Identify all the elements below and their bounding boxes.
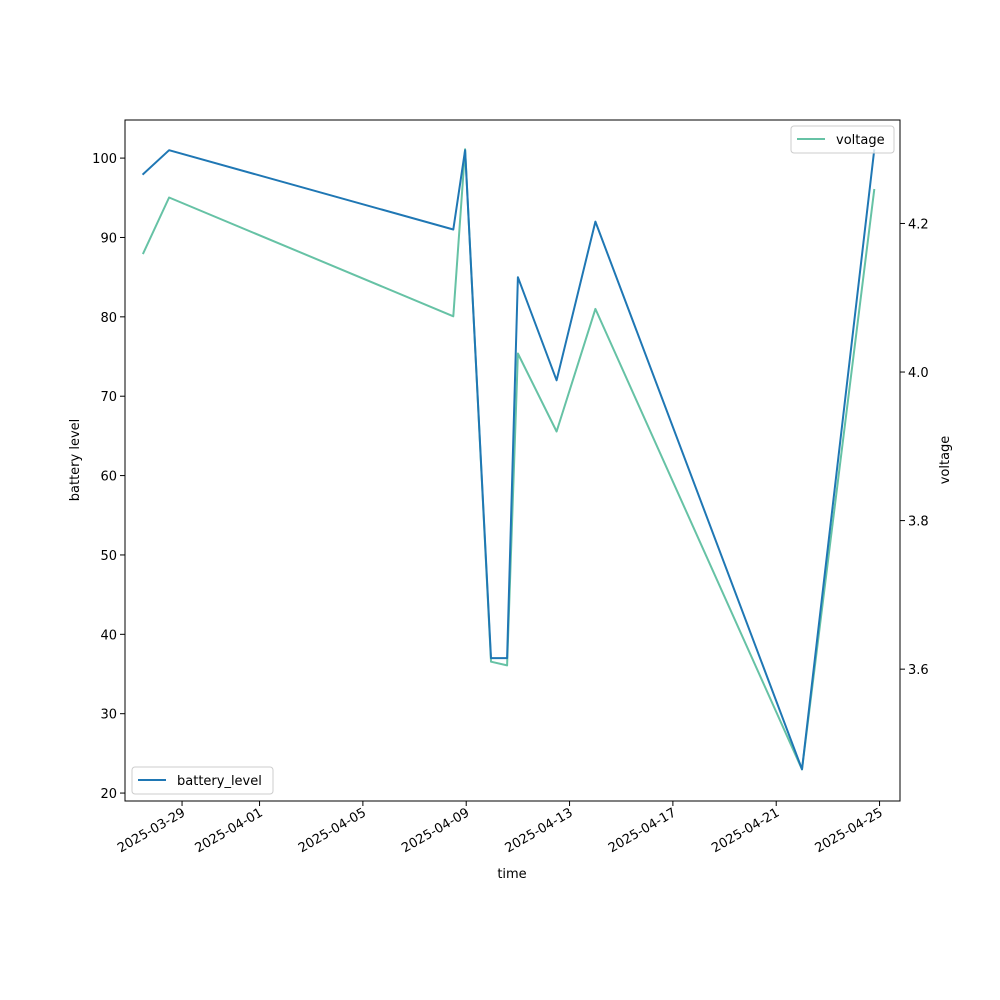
legend-label-battery-level: battery_level: [177, 774, 262, 789]
y-right-tick-label: 3.6: [908, 663, 929, 678]
series-lines: [141, 148, 876, 771]
y-left-tick-label: 100: [92, 152, 117, 167]
y-right-tick-label: 4.0: [908, 366, 929, 381]
y-right-axis-ticks: 3.6 3.8 4.0 4.2: [900, 217, 929, 678]
y-right-axis-label: voltage: [938, 436, 953, 485]
x-axis-label: time: [497, 867, 526, 882]
series-line-voltage: [141, 148, 876, 771]
legend-voltage: voltage: [790, 125, 895, 154]
y-left-tick-label: 50: [100, 549, 117, 564]
y-left-tick-label: 30: [100, 708, 117, 723]
plot-frame: [124, 119, 901, 802]
y-left-axis-label: battery level: [68, 419, 83, 502]
y-left-axis-ticks: 20 30 40 50 60 70 80 90 100: [92, 152, 125, 802]
y-left-tick-label: 40: [100, 628, 117, 643]
series-line-battery-level: [141, 149, 876, 771]
legend-label-voltage: voltage: [836, 133, 885, 148]
y-left-tick-label: 60: [100, 470, 117, 485]
y-left-tick-label: 20: [100, 787, 117, 802]
legend-battery-level: battery_level: [131, 766, 274, 795]
y-right-tick-label: 4.2: [908, 217, 929, 232]
y-left-tick-label: 70: [100, 390, 117, 405]
y-left-tick-label: 90: [100, 231, 117, 246]
y-left-tick-label: 80: [100, 311, 117, 326]
y-right-tick-label: 3.8: [908, 515, 929, 530]
